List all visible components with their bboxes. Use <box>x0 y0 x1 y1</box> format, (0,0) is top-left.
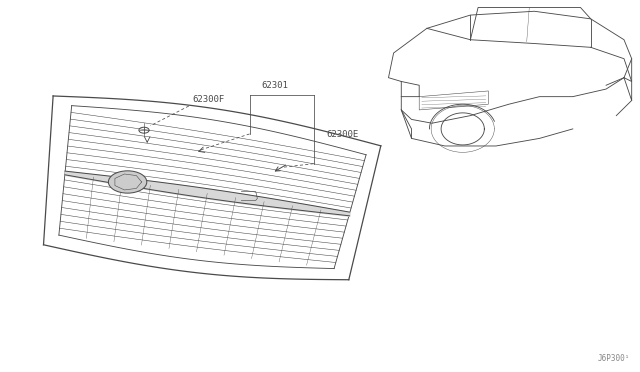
Text: 62300F: 62300F <box>192 95 224 104</box>
Circle shape <box>108 171 147 193</box>
Text: 62301: 62301 <box>262 81 289 90</box>
Text: J6P300¹: J6P300¹ <box>598 354 630 363</box>
Text: 62300E: 62300E <box>326 130 358 139</box>
